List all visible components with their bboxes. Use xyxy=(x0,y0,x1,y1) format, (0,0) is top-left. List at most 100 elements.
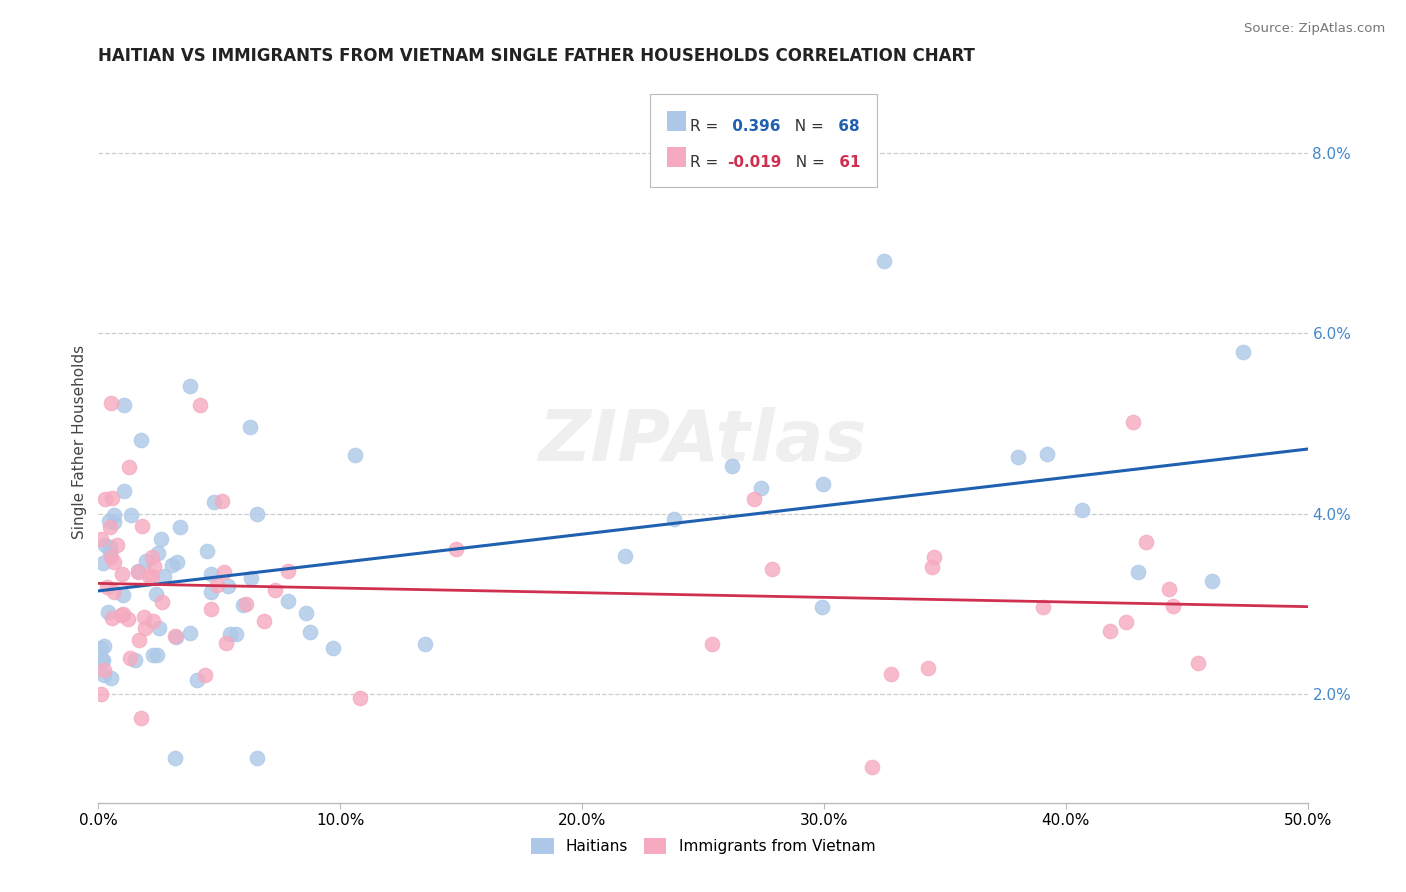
Point xyxy=(212,565,235,579)
Point xyxy=(205,578,228,592)
Point xyxy=(124,653,146,667)
Point xyxy=(195,544,218,558)
Point xyxy=(153,569,176,583)
Point xyxy=(200,602,222,616)
Point xyxy=(112,484,135,499)
Point xyxy=(142,648,165,662)
Point xyxy=(235,598,257,612)
Text: ZIPAtlas: ZIPAtlas xyxy=(538,407,868,476)
Point xyxy=(215,636,238,650)
Point xyxy=(761,562,783,576)
Point xyxy=(186,673,208,688)
Point xyxy=(128,633,150,648)
Point xyxy=(277,594,299,608)
Point xyxy=(879,666,901,681)
Point xyxy=(101,491,124,505)
Point xyxy=(103,508,125,522)
Point xyxy=(111,567,134,582)
Point xyxy=(614,549,637,564)
Point xyxy=(873,253,896,268)
Point xyxy=(744,491,766,506)
Point xyxy=(94,492,117,507)
Point xyxy=(163,629,186,643)
Point xyxy=(917,661,939,675)
Point xyxy=(142,558,165,573)
Point xyxy=(165,750,187,764)
Point xyxy=(131,519,153,533)
Point xyxy=(93,639,115,653)
Point xyxy=(91,653,114,667)
Point xyxy=(179,626,201,640)
Point xyxy=(118,460,141,475)
Text: HAITIAN VS IMMIGRANTS FROM VIETNAM SINGLE FATHER HOUSEHOLDS CORRELATION CHART: HAITIAN VS IMMIGRANTS FROM VIETNAM SINGL… xyxy=(98,47,976,65)
Point xyxy=(141,550,163,565)
Point xyxy=(217,579,239,593)
Point xyxy=(1201,574,1223,589)
Point xyxy=(90,687,112,701)
Point xyxy=(1232,344,1254,359)
Point xyxy=(246,507,269,521)
Point xyxy=(148,546,170,560)
Point xyxy=(97,514,120,528)
Point xyxy=(179,379,201,393)
Point xyxy=(1007,450,1029,464)
Point xyxy=(90,640,112,655)
Point xyxy=(860,760,883,774)
Text: Source: ZipAtlas.com: Source: ZipAtlas.com xyxy=(1244,22,1385,36)
Point xyxy=(138,569,160,583)
Point xyxy=(322,641,344,656)
Point xyxy=(1128,565,1150,579)
Point xyxy=(298,624,321,639)
Point xyxy=(100,396,122,410)
Point xyxy=(219,627,242,641)
Point xyxy=(810,600,832,615)
Point xyxy=(349,690,371,705)
Point xyxy=(112,398,135,412)
Point xyxy=(1122,415,1144,429)
Point xyxy=(1161,599,1184,613)
Point xyxy=(813,477,835,491)
Point xyxy=(103,515,125,529)
Point xyxy=(165,631,187,645)
Point xyxy=(239,420,262,434)
Point xyxy=(1159,582,1181,596)
Point xyxy=(921,560,943,574)
Point xyxy=(96,580,118,594)
Point xyxy=(276,564,298,578)
Point xyxy=(120,508,142,522)
Point xyxy=(202,495,225,509)
Point xyxy=(103,584,125,599)
Point xyxy=(343,448,366,462)
Point xyxy=(127,564,149,578)
Point xyxy=(211,493,233,508)
Point xyxy=(295,606,318,620)
Legend: Haitians, Immigrants from Vietnam: Haitians, Immigrants from Vietnam xyxy=(524,832,882,860)
Point xyxy=(239,571,262,585)
Point xyxy=(117,612,139,626)
Point xyxy=(1032,600,1054,615)
Point xyxy=(1098,624,1121,639)
Point xyxy=(150,595,173,609)
Point xyxy=(188,398,211,412)
Point xyxy=(93,538,115,552)
Point xyxy=(148,621,170,635)
Point xyxy=(145,648,167,662)
Point xyxy=(97,605,120,619)
Point xyxy=(98,546,121,560)
Point xyxy=(100,549,122,564)
Point xyxy=(1035,447,1057,461)
Point xyxy=(112,607,135,621)
Point xyxy=(749,481,772,495)
Point xyxy=(924,550,946,565)
Point xyxy=(111,588,134,602)
Point xyxy=(134,621,156,635)
Point xyxy=(232,598,254,612)
Point xyxy=(264,582,287,597)
Point xyxy=(200,584,222,599)
Point xyxy=(721,458,744,473)
Point xyxy=(1135,535,1157,549)
Point xyxy=(93,663,115,677)
Point xyxy=(90,532,112,546)
Point xyxy=(93,667,115,681)
Point xyxy=(135,554,157,568)
